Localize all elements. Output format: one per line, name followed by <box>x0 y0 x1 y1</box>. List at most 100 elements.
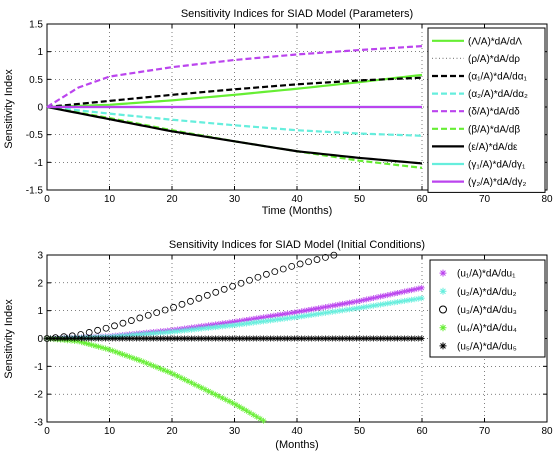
series-4-point <box>202 386 209 393</box>
series-5-point <box>112 335 119 342</box>
y-tick-label: 0 <box>37 103 43 114</box>
series-5-point <box>325 335 332 342</box>
series-4-point <box>85 340 92 347</box>
series-5-point <box>346 335 353 342</box>
series-2-point <box>222 323 229 330</box>
series-3-point <box>212 288 220 296</box>
legend-label: (γ₁/A)*dA/dγ₁ <box>468 160 526 171</box>
series-5-point <box>119 335 126 342</box>
series-1-point <box>404 287 411 294</box>
x-tick-label: 70 <box>479 194 491 205</box>
series-2-point <box>167 328 174 335</box>
series-5-point <box>418 335 425 342</box>
series-5-point <box>140 335 147 342</box>
series-1-point <box>370 294 377 301</box>
series-5-point <box>408 335 415 342</box>
series-4-point <box>209 389 215 396</box>
series-5-point <box>99 335 105 342</box>
series-5-point <box>250 335 257 342</box>
series-2-point <box>133 331 140 338</box>
series-2-point <box>195 326 202 333</box>
series-2-point <box>380 301 387 308</box>
series-2-markers <box>44 295 425 342</box>
series-2-point <box>387 300 394 307</box>
series-2-point <box>308 311 315 318</box>
series-4-point <box>123 352 130 359</box>
series-2-point <box>219 323 226 330</box>
series-4-point <box>95 343 102 350</box>
series-2-point <box>288 314 295 321</box>
series-4-point <box>129 354 136 361</box>
series-1-point <box>239 317 246 324</box>
y-axis-label: Sensitivity Index <box>3 299 15 379</box>
series-2-point <box>246 320 253 327</box>
series-2-point <box>401 297 408 304</box>
series-5-point <box>95 335 102 342</box>
legend-box <box>429 259 546 358</box>
series-4-point <box>198 384 205 391</box>
series-2-point <box>325 309 332 316</box>
series-4-point <box>236 403 243 410</box>
series-4-point <box>92 342 99 349</box>
series-5-point <box>209 335 215 342</box>
series-2-point <box>184 327 191 334</box>
series-5-point <box>288 335 295 342</box>
series-5-point <box>85 335 92 342</box>
series-2-point <box>281 315 288 322</box>
series-3-point <box>111 322 118 330</box>
series-3-point <box>254 273 262 281</box>
x-tick-label: 30 <box>229 194 241 205</box>
series-3-point <box>229 282 237 290</box>
series-5-point <box>105 335 112 342</box>
series-5-point <box>47 335 54 342</box>
series-5-point <box>394 335 401 342</box>
chart-title: Sensitivity Indices for SIAD Model (Para… <box>181 8 413 20</box>
series-4-point <box>195 383 202 390</box>
legend: (Λ/A)*dA/dΛ (ρ/A)*dA/dρ (α₁/A)*dA/dα₁ (α₂/A… <box>427 27 546 193</box>
series-5-point <box>92 335 99 342</box>
legend-label: (u₂/A)*dA/du₂ <box>457 287 517 298</box>
series-2-point <box>171 328 178 335</box>
series-5-point <box>160 335 167 342</box>
x-tick-label: 0 <box>44 194 50 205</box>
series-1-point <box>391 290 398 297</box>
series-5-point <box>332 335 339 342</box>
series-5-point <box>291 335 298 342</box>
series-2-point <box>301 312 308 319</box>
series-3-point <box>178 300 186 308</box>
series-5-point <box>178 335 185 342</box>
series-4-point <box>143 360 150 367</box>
series-1-point <box>236 318 243 325</box>
series-3-point <box>187 297 194 305</box>
series-3-point <box>119 319 127 327</box>
series-3-point <box>296 260 304 268</box>
series-5-point <box>270 335 277 342</box>
series-1-point <box>394 289 401 296</box>
legend-label: (γ₂/A)*dA/dγ₂ <box>468 177 526 188</box>
series-5-point <box>88 335 95 342</box>
series-2-point <box>205 324 212 331</box>
series-5-point <box>219 335 226 342</box>
series-5-point <box>380 335 387 342</box>
series-2-point <box>253 319 260 326</box>
series-1-point <box>332 302 339 309</box>
x-axis-label: Time (Months) <box>262 205 333 217</box>
series-3-point <box>102 324 110 332</box>
series-1-point <box>305 307 312 314</box>
series-5-point <box>319 335 325 342</box>
series-2-point <box>181 327 188 334</box>
series-5-point <box>136 335 143 342</box>
axis-ticks: 0 10 20 30 40 50 60 70 80 -3 -2 -1 0 1 2 3 <box>34 251 553 438</box>
x-tick-label: 40 <box>291 426 303 437</box>
series-1-point <box>349 299 356 306</box>
legend-label: (β/A)*dA/dβ <box>468 124 520 135</box>
series-3-markers <box>43 251 338 342</box>
series-2-point <box>191 326 198 333</box>
series-5-point <box>195 335 202 342</box>
series-2-point <box>226 322 233 329</box>
series-1-point <box>374 294 380 301</box>
series-4-point <box>250 411 257 418</box>
series-1-point <box>219 320 226 327</box>
series-2-point <box>391 299 398 306</box>
series-2-point <box>264 317 270 324</box>
